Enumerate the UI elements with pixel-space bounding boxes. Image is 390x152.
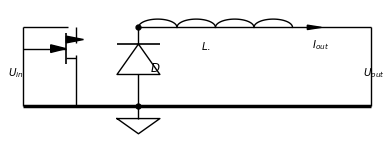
Text: $I_{out}$: $I_{out}$: [312, 39, 329, 52]
Text: $D$: $D$: [150, 62, 161, 75]
Text: $U_{out}$: $U_{out}$: [363, 66, 385, 80]
Polygon shape: [66, 36, 83, 43]
Text: $L.$: $L.$: [201, 40, 211, 52]
Polygon shape: [51, 45, 66, 52]
Text: $U_{in}$: $U_{in}$: [8, 66, 23, 80]
Polygon shape: [307, 25, 321, 29]
